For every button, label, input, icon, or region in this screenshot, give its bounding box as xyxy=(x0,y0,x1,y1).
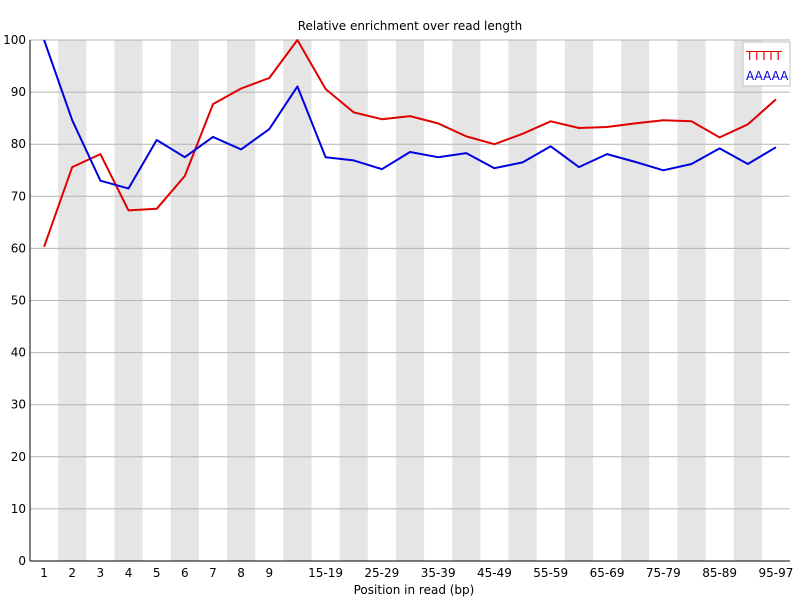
x-tick-label: 4 xyxy=(125,566,133,580)
y-tick-label: 60 xyxy=(11,241,26,255)
y-tick-label: 100 xyxy=(3,33,26,47)
x-tick-label: 15-19 xyxy=(308,566,343,580)
legend: TTTTT AAAAA xyxy=(742,41,791,87)
chart-title: Relative enrichment over read length xyxy=(298,19,523,33)
y-tick-label: 80 xyxy=(11,137,26,151)
legend-entry: AAAAA xyxy=(746,69,789,83)
x-tick-label: 3 xyxy=(97,566,105,580)
y-tick-label: 50 xyxy=(11,294,26,308)
y-tick-label: 90 xyxy=(11,85,26,99)
x-tick-label: 25-29 xyxy=(364,566,399,580)
y-tick-label: 10 xyxy=(11,502,26,516)
y-tick-label: 30 xyxy=(11,398,26,412)
y-tick-labels: 0 10 20 30 40 50 60 70 80 90 100 xyxy=(3,33,26,568)
series-lines xyxy=(43,39,777,248)
x-tick-labels: 1 2 3 4 5 6 7 8 9 15-19 25-29 35-39 45-49 55-59 65-69 7… xyxy=(40,566,793,580)
axes xyxy=(29,40,790,562)
x-tick-label: 45-49 xyxy=(477,566,512,580)
y-tick-label: 70 xyxy=(11,189,26,203)
x-tick-label: 2 xyxy=(68,566,76,580)
x-tick-label: 95-97 xyxy=(758,566,793,580)
x-tick-label: 75-79 xyxy=(646,566,681,580)
y-tick-label: 40 xyxy=(11,346,26,360)
x-tick-label: 85-89 xyxy=(702,566,737,580)
x-tick-label: 9 xyxy=(265,566,273,580)
x-tick-label: 55-59 xyxy=(533,566,568,580)
series-line-aaaaa xyxy=(43,39,777,190)
x-tick-label: 65-69 xyxy=(590,566,625,580)
x-tick-label: 35-39 xyxy=(421,566,456,580)
y-tick-label: 0 xyxy=(18,554,26,568)
x-tick-label: 7 xyxy=(209,566,217,580)
legend-box xyxy=(742,41,791,87)
x-axis-label: Position in read (bp) xyxy=(354,583,475,597)
x-tick-label: 8 xyxy=(237,566,245,580)
x-tick-label: 6 xyxy=(181,566,189,580)
x-tick-label: 5 xyxy=(153,566,161,580)
legend-entry: TTTTT xyxy=(745,49,782,63)
series-line-ttttt xyxy=(43,39,777,248)
y-tick-label: 20 xyxy=(11,450,26,464)
x-tick-label: 1 xyxy=(40,566,48,580)
